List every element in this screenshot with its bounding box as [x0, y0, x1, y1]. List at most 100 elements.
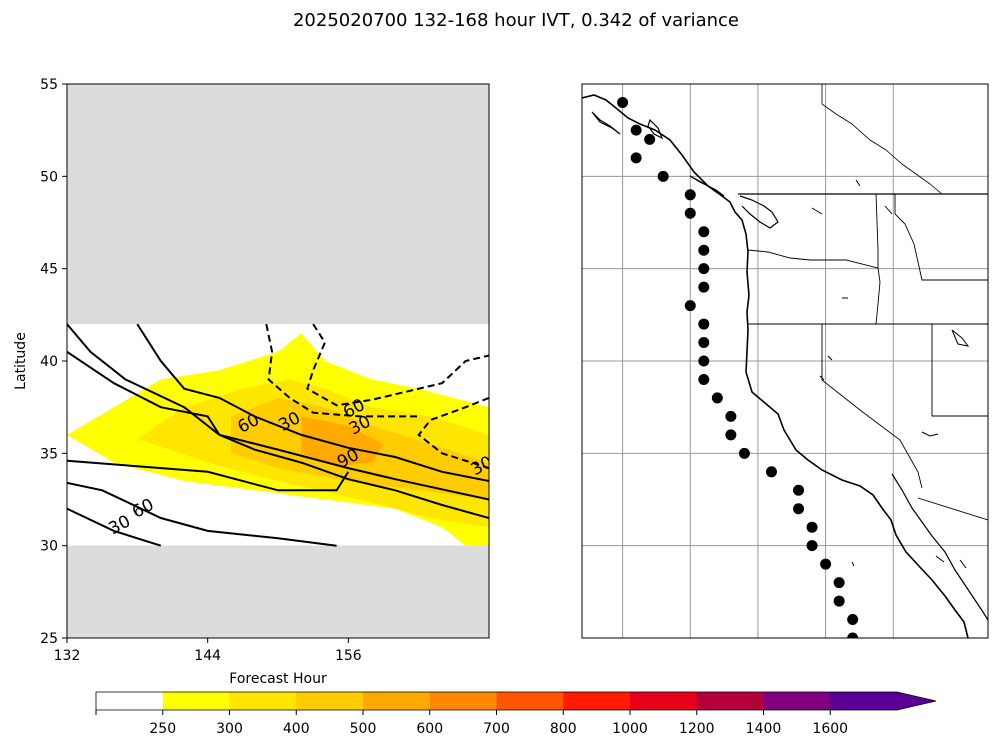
y-tick-label: 40 [40, 354, 58, 370]
colorbar-tick-label: 400 [283, 721, 310, 737]
contour-line-30-solid [67, 459, 350, 492]
island [591, 111, 621, 135]
contour-line-30-dashed [265, 323, 419, 418]
map-point [738, 447, 750, 459]
colorbar-cell [96, 692, 164, 710]
masked-regions [67, 84, 489, 638]
island [647, 118, 664, 140]
colorbar: 250 300 400 500 600 700 800 1000 1200 1400 1600 [95, 691, 937, 737]
y-axis-ticks: 25 30 35 40 45 50 55 [40, 77, 67, 647]
colorbar-tick-label: 500 [350, 721, 377, 737]
map-panel [581, 83, 989, 639]
contour-line-60-solid [67, 481, 337, 547]
map-frame [581, 83, 989, 639]
map-point [793, 484, 805, 496]
colorbar-tick-label: 300 [216, 721, 243, 737]
contour-line-30-solid [67, 507, 162, 547]
colorbar-extend-arrow [897, 692, 936, 710]
colorbar-cell [763, 692, 831, 710]
colorbar-cell [630, 692, 698, 710]
colorbar-tick-label: 1400 [746, 721, 782, 737]
map-point [698, 281, 710, 293]
map-point [833, 595, 845, 607]
contour-label: 30 [468, 452, 496, 480]
colorbar-tick-label: 250 [149, 721, 176, 737]
colorbar-cell [363, 692, 431, 710]
contour-line-30-dashed [417, 396, 489, 470]
contour-line-60-solid [67, 350, 489, 501]
map-points [617, 96, 859, 638]
map-point [644, 133, 656, 145]
colorbar-tick-label: 700 [483, 721, 510, 737]
map-point [630, 124, 642, 136]
y-axis-label: Latitude [13, 332, 29, 390]
contour-line-90-solid [136, 323, 489, 482]
map-point [698, 244, 710, 256]
map-point [698, 337, 710, 349]
map-point [657, 170, 669, 182]
y-tick-label: 35 [40, 446, 58, 462]
y-tick-label: 55 [40, 77, 58, 93]
baja-gulf-coast [891, 473, 988, 621]
lake [811, 179, 970, 569]
map-point [806, 521, 818, 533]
x-tick-label: 132 [54, 648, 81, 664]
puget-sound [739, 195, 779, 229]
filled-contour-500 [301, 416, 384, 467]
y-tick-label: 30 [40, 539, 58, 555]
colorbar-cell [229, 692, 297, 710]
map-point [617, 96, 629, 108]
map-point [698, 226, 710, 238]
contour-lines [67, 323, 489, 547]
colorbar-tick-label: 1200 [679, 721, 715, 737]
state-borders [747, 193, 988, 521]
colorbar-ticks: 250 300 400 500 600 700 800 1000 1200 1400 1600 [95, 710, 848, 737]
colorbar-tick-label: 800 [550, 721, 577, 737]
contour-line-30-solid [67, 323, 489, 519]
map-point [698, 263, 710, 275]
x-tick-label: 156 [335, 648, 362, 664]
map-point [698, 373, 710, 385]
map-point [684, 207, 696, 219]
map-point [725, 410, 737, 422]
colorbar-cell [429, 692, 497, 710]
coastline [582, 94, 969, 638]
map-point [630, 152, 642, 164]
map-point [820, 558, 832, 570]
map-point [847, 614, 859, 626]
x-axis-label: Forecast Hour [229, 671, 327, 687]
map-point [725, 429, 737, 441]
map-point [698, 355, 710, 367]
canada-province-border [821, 84, 943, 195]
map-point [711, 392, 723, 404]
colorbar-cell [296, 692, 364, 710]
x-axis-ticks: 132 144 156 [54, 638, 362, 664]
map-point [806, 540, 818, 552]
map-point [765, 466, 777, 478]
colorbar-tick-label: 600 [416, 721, 443, 737]
colorbar-cell [830, 692, 898, 710]
figure-title: 2025020700 132-168 hour IVT, 0.342 of va… [293, 10, 739, 31]
masked-region-north [67, 84, 489, 325]
contour-line-60-dashed [306, 323, 489, 407]
island [689, 175, 725, 197]
y-tick-label: 25 [40, 631, 58, 647]
colorbar-cells [96, 692, 898, 710]
colorbar-tick-label: 1000 [612, 721, 648, 737]
x-tick-label: 144 [194, 648, 221, 664]
masked-region-south [67, 545, 489, 638]
colorbar-cell [496, 692, 564, 710]
map-point [698, 318, 710, 330]
colorbar-cell [696, 692, 764, 710]
map-geography [582, 84, 988, 638]
y-tick-label: 45 [40, 262, 58, 278]
colorbar-tick-label: 1600 [812, 721, 848, 737]
colorbar-outline [95, 691, 937, 711]
colorbar-cell [162, 692, 230, 710]
y-tick-label: 50 [40, 169, 58, 185]
colorbar-cell [563, 692, 631, 710]
map-point [793, 503, 805, 515]
map-point [684, 189, 696, 201]
